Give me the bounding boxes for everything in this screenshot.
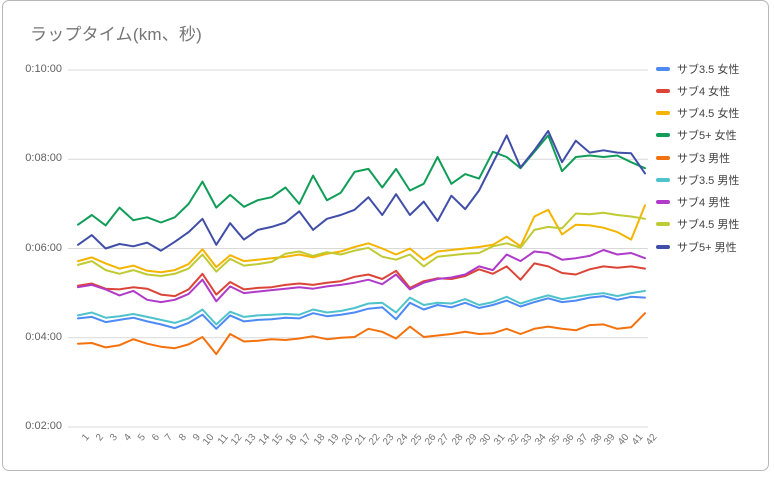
legend-item-サブ4 女性[interactable]: サブ4 女性 [656, 84, 731, 98]
legend-item-サブ4.5 男性[interactable]: サブ4.5 男性 [656, 218, 739, 231]
y-tick-label: 0:08:00 [25, 152, 62, 165]
legend-label: サブ3.5 男性 [677, 174, 740, 187]
legend-item-サブ3.5 男性[interactable]: サブ3.5 男性 [656, 173, 740, 187]
series-line-サブ3.5 男性[interactable] [77, 289, 646, 326]
series-line-サブ4.5 女性[interactable] [77, 204, 646, 274]
y-tick-label: 0:02:00 [25, 420, 62, 432]
legend-label: サブ4 女性 [677, 85, 731, 98]
series-line-サブ4 男性[interactable] [77, 249, 646, 304]
series-line-サブ4 女性[interactable] [77, 262, 646, 298]
legend-swatch-icon [656, 133, 670, 138]
chart-title: ラップタイム(km、秒) [30, 25, 203, 44]
legend-label: サブ4.5 男性 [677, 219, 740, 232]
legend-label: サブ3.5 女性 [677, 63, 740, 76]
series-line-サブ5+ 男性[interactable] [77, 130, 646, 252]
legend-label: サブ4 男性 [677, 197, 731, 209]
series-line-サブ4.5 男性[interactable] [77, 211, 646, 277]
legend-swatch-icon [656, 177, 670, 182]
series-line-サブ5+ 女性[interactable] [77, 134, 646, 227]
legend-swatch-icon [656, 111, 670, 115]
legend-item-サブ3 男性[interactable]: サブ3 男性 [656, 151, 731, 165]
y-tick-label: 0:06:00 [25, 241, 62, 254]
legend-label: サブ3 男性 [677, 152, 731, 165]
legend-item-サブ5+ 女性[interactable]: サブ5+ 女性 [656, 129, 737, 142]
y-tick-label: 0:04:00 [25, 330, 62, 343]
legend-swatch-icon [656, 155, 670, 160]
legend-swatch-icon [656, 88, 670, 93]
chart-container [2, 0, 769, 471]
legend-label: サブ4.5 女性 [677, 108, 740, 120]
legend-item-サブ4.5 女性[interactable]: サブ4.5 女性 [656, 107, 739, 120]
series-line-サブ3 男性[interactable] [77, 312, 646, 356]
y-tick-label: 0:10:00 [25, 63, 62, 75]
legend-item-サブ5+ 男性[interactable]: サブ5+ 男性 [656, 240, 737, 254]
legend-item-サブ3.5 女性[interactable]: サブ3.5 女性 [656, 62, 740, 76]
legend-label: サブ5+ 男性 [677, 241, 737, 254]
legend-swatch-icon [656, 222, 670, 227]
legend-swatch-icon [656, 244, 670, 249]
legend-item-サブ4 男性[interactable]: サブ4 男性 [656, 196, 730, 209]
series-line-サブ3.5 女性[interactable] [77, 295, 646, 330]
legend-swatch-icon [656, 66, 670, 71]
legend-swatch-icon [656, 200, 670, 204]
legend-label: サブ5+ 女性 [677, 130, 737, 143]
